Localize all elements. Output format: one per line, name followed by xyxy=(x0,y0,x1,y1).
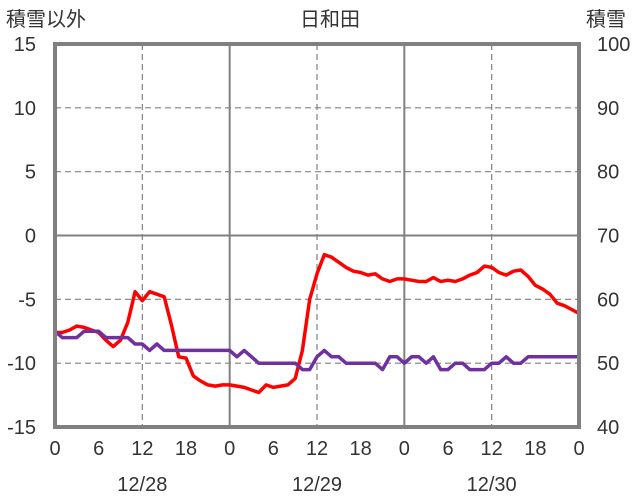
date-label: 12/29 xyxy=(292,474,342,496)
x-tick-label: 0 xyxy=(573,438,584,460)
x-tick-label: 12 xyxy=(481,438,503,460)
left-tick-labels: 15 10 5 0 -5 -10 -15 xyxy=(7,34,36,439)
right-tick-label: 80 xyxy=(597,162,619,184)
x-tick-label: 0 xyxy=(224,438,235,460)
left-tick-label: -10 xyxy=(7,353,36,375)
right-tick-label: 60 xyxy=(597,289,619,311)
left-tick-label: 0 xyxy=(25,226,36,248)
right-axis-label: 積雪 xyxy=(586,8,626,31)
right-tick-label: 40 xyxy=(597,417,619,439)
series-group xyxy=(53,252,581,395)
x-tick-label: 12 xyxy=(306,438,328,460)
right-tick-labels: 100 90 80 70 60 50 40 xyxy=(597,34,630,439)
x-tick-label: 6 xyxy=(442,438,453,460)
x-tick-label: 0 xyxy=(49,438,60,460)
right-tick-label: 50 xyxy=(597,353,619,375)
right-tick-label: 100 xyxy=(597,34,630,56)
date-label: 12/30 xyxy=(467,474,517,496)
x-tick-label: 18 xyxy=(350,438,372,460)
left-tick-label: 15 xyxy=(14,34,36,56)
x-tick-label: 6 xyxy=(93,438,104,460)
x-tick-label: 0 xyxy=(399,438,410,460)
left-tick-label: 10 xyxy=(14,98,36,120)
snow-depth-line xyxy=(53,329,581,372)
left-axis-label: 積雪以外 xyxy=(6,8,86,31)
grid xyxy=(55,44,579,427)
plot-frame xyxy=(53,42,581,429)
left-tick-label: 5 xyxy=(25,162,36,184)
right-tick-label: 70 xyxy=(597,226,619,248)
date-labels: 12/28 12/29 12/30 xyxy=(117,474,516,496)
date-label: 12/28 xyxy=(117,474,167,496)
temperature-line xyxy=(53,252,581,395)
x-tick-label: 6 xyxy=(268,438,279,460)
chart-title: 日和田 xyxy=(300,8,360,31)
x-tick-label: 18 xyxy=(175,438,197,460)
left-tick-label: -15 xyxy=(7,417,36,439)
right-tick-label: 90 xyxy=(597,98,619,120)
x-tick-label: 18 xyxy=(524,438,546,460)
x-tick-labels: 0 6 12 18 0 6 12 18 0 6 12 18 0 xyxy=(49,438,584,460)
left-tick-label: -5 xyxy=(18,289,36,311)
x-tick-label: 12 xyxy=(131,438,153,460)
